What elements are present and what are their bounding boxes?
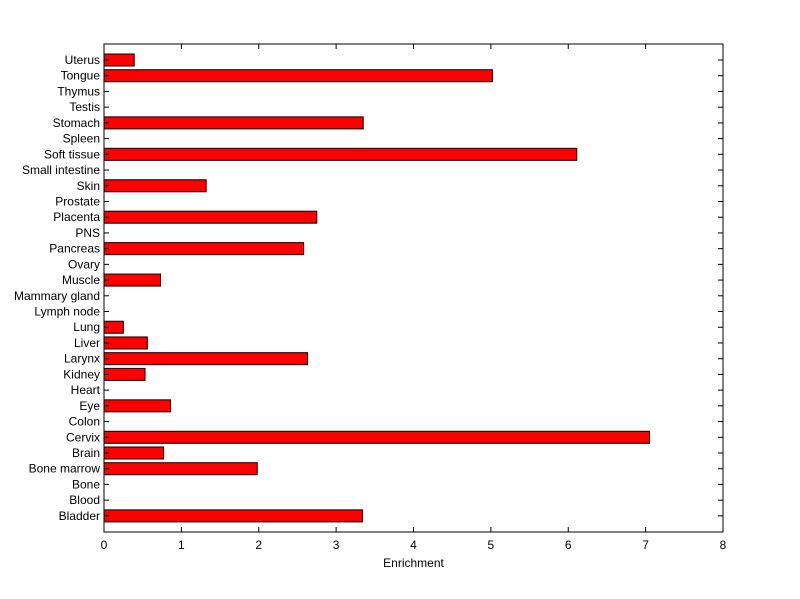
x-tick-label: 3	[333, 538, 340, 552]
y-tick-label: Brain	[72, 446, 100, 460]
x-tick-label: 2	[255, 538, 262, 552]
y-tick-label: Kidney	[63, 367, 100, 381]
y-tick-label: Bladder	[59, 509, 100, 523]
x-tick-label: 7	[642, 538, 649, 552]
x-axis-ticks: 0 1 2 3 4 5 6 7 8	[101, 44, 727, 552]
y-tick-label: Heart	[71, 383, 101, 397]
y-tick-label: Blood	[69, 493, 100, 507]
y-tick-label: Colon	[69, 415, 100, 429]
bar	[103, 273, 161, 287]
bar	[103, 430, 650, 444]
x-tick-label: 4	[410, 538, 417, 552]
x-tick-label: 5	[488, 538, 495, 552]
bar	[103, 352, 308, 366]
y-tick-label: Cervix	[66, 430, 100, 444]
y-tick-label: Placenta	[53, 210, 100, 224]
x-tick-label: 6	[565, 538, 572, 552]
bar	[103, 116, 364, 130]
bar	[103, 210, 318, 224]
y-tick-label: Lung	[73, 320, 100, 334]
y-tick-label: Thymus	[57, 84, 100, 98]
x-tick-label: 8	[720, 538, 727, 552]
y-tick-label: Eye	[79, 399, 100, 413]
bar	[103, 336, 148, 350]
y-tick-label: Soft tissue	[44, 147, 100, 161]
bar	[103, 242, 305, 256]
y-tick-label: Small intestine	[22, 163, 100, 177]
y-tick-label: Bone marrow	[29, 462, 101, 476]
y-tick-label: Liver	[74, 336, 100, 350]
y-tick-label: PNS	[75, 226, 100, 240]
y-tick-label: Bone	[72, 477, 100, 491]
y-tick-label: Skin	[77, 179, 100, 193]
y-tick-label: Testis	[69, 100, 100, 114]
y-tick-label: Pancreas	[49, 242, 100, 256]
bar	[103, 509, 363, 523]
bar	[103, 147, 578, 161]
y-tick-label: Mammary gland	[14, 289, 100, 303]
x-axis-label: Enrichment	[383, 556, 444, 570]
y-tick-label: Stomach	[53, 116, 100, 130]
y-tick-label: Ovary	[68, 257, 100, 271]
y-tick-label: Uterus	[65, 53, 100, 67]
bar	[103, 367, 146, 381]
y-tick-label: Muscle	[62, 273, 100, 287]
bar	[103, 179, 207, 193]
y-tick-label: Prostate	[55, 194, 100, 208]
bar	[103, 446, 165, 460]
plot-frame	[103, 43, 724, 533]
bar	[103, 399, 172, 413]
bar	[103, 462, 258, 476]
y-tick-label: Larynx	[64, 352, 100, 366]
bar	[103, 69, 493, 83]
y-tick-label: Lymph node	[34, 305, 100, 319]
x-tick-label: 0	[101, 538, 108, 552]
x-tick-label: 1	[178, 538, 185, 552]
y-tick-label: Spleen	[63, 132, 100, 146]
y-tick-label: Tongue	[61, 69, 101, 83]
